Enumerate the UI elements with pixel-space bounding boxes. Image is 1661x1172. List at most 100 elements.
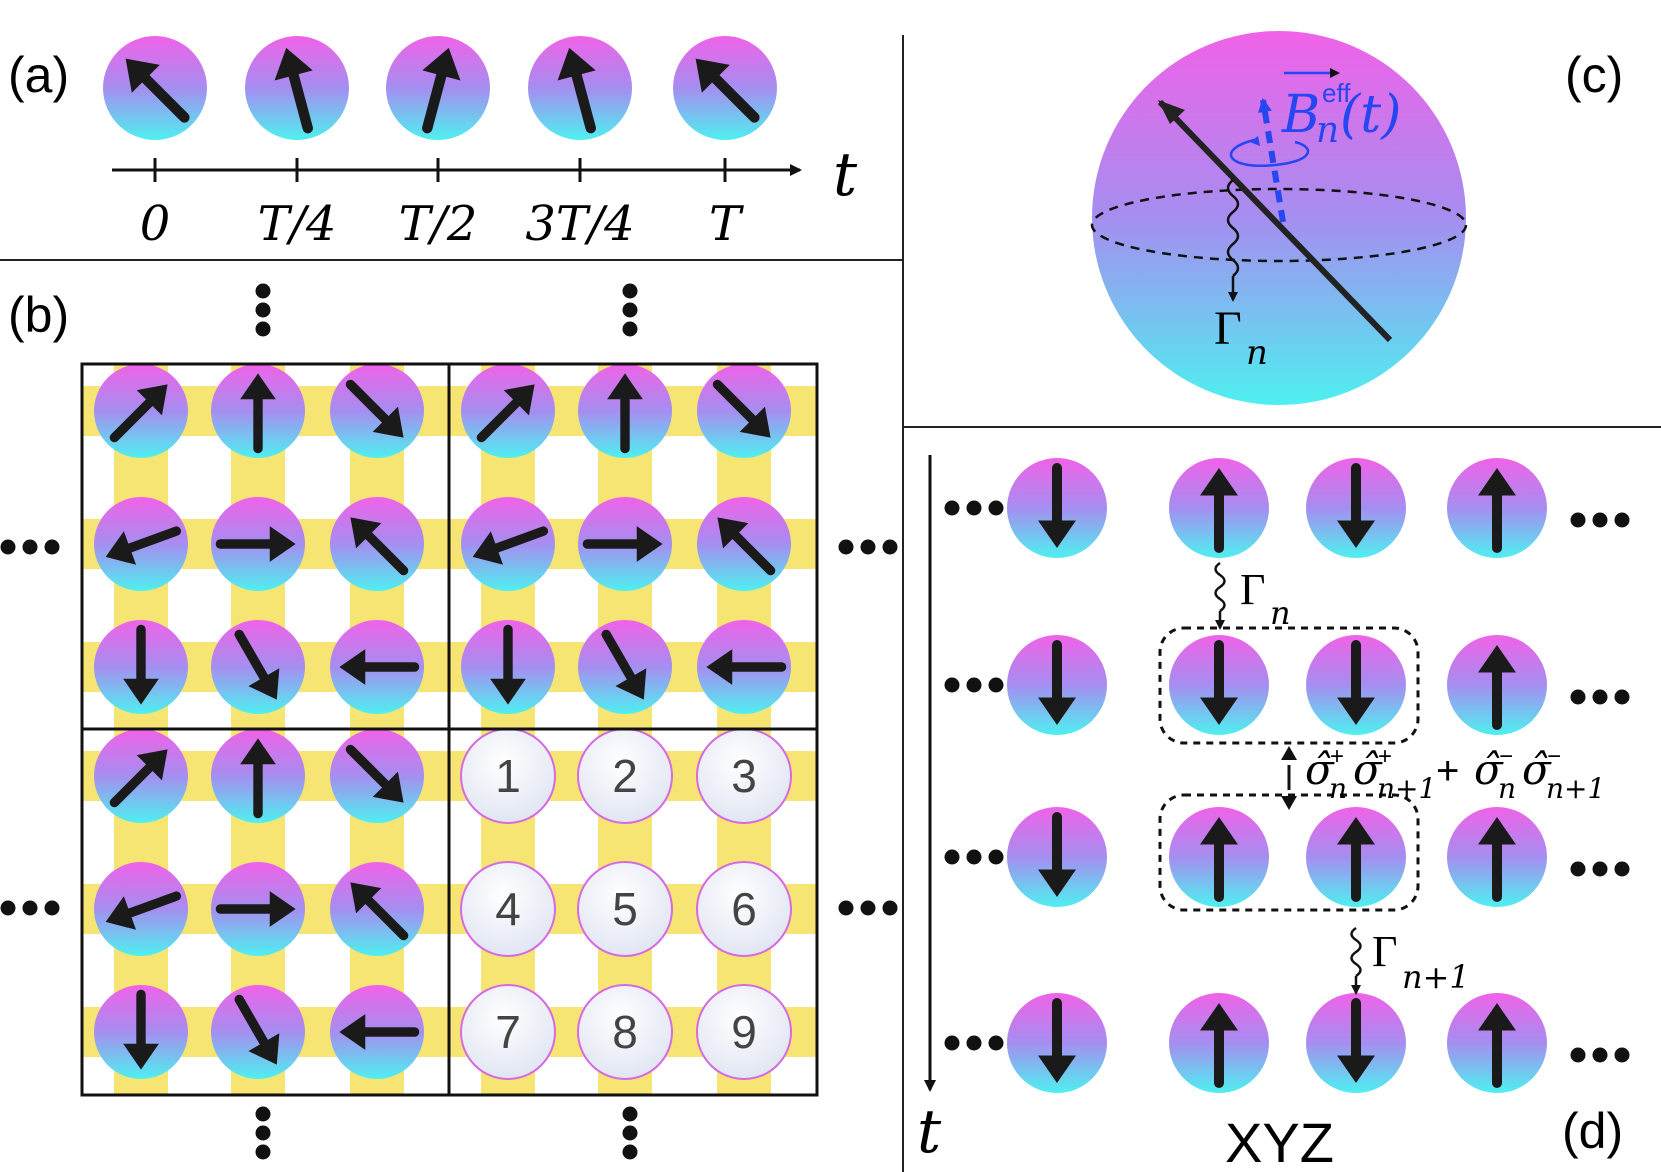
dot: [988, 677, 1004, 693]
site-sphere: [577, 861, 673, 957]
lattice-spin: [211, 364, 305, 458]
spin-arrow-head: [1337, 1055, 1375, 1083]
chain-spin-2-2: [1306, 807, 1406, 907]
dot: [838, 539, 854, 555]
chain-spin-1-1: [1169, 635, 1269, 735]
chain-spin-1-3: [1447, 635, 1547, 735]
lattice-spin: [697, 620, 791, 714]
lattice-spin: [330, 985, 424, 1079]
panel-d: t Γ n σ̂ + n σ̂ + n+1 + σ̂ − n σ̂ − n+1: [917, 455, 1630, 1172]
spin-arrow-shaft: [476, 397, 522, 443]
spin-arrow-shaft: [125, 891, 182, 918]
spin-arrow-head: [615, 668, 647, 700]
flip-pair-box-top: [1158, 626, 1420, 745]
dot: [1570, 1047, 1586, 1063]
dot: [622, 1106, 638, 1122]
spin-arrow-head: [105, 896, 137, 930]
spin-arrow-head: [503, 384, 535, 416]
decay-1-subscript: n: [1270, 594, 1291, 632]
panel-c: (c) B eff n (t) Γ n: [1090, 31, 1623, 405]
dot: [988, 1035, 1004, 1051]
chain-spin-2-3: [1447, 807, 1547, 907]
dot: [255, 283, 271, 299]
lattice-spin: [94, 620, 188, 714]
panel-a-spins: [103, 36, 777, 140]
spin-arrow-head: [472, 531, 504, 565]
time-axis-vertical-label: t: [917, 1097, 942, 1167]
spin-arrow-head: [372, 771, 404, 803]
dot: [944, 1035, 960, 1051]
spin-arrow-shaft: [234, 994, 269, 1047]
chain-spin-3-2: [1306, 993, 1406, 1093]
dot: [255, 1144, 271, 1160]
spin-arrow-head: [1478, 817, 1516, 845]
sigma-1-sup: +: [1330, 743, 1344, 770]
lattice-spin: [211, 862, 305, 956]
tick-label: T/2: [399, 196, 478, 252]
spin-arrow-head: [136, 384, 168, 416]
dots-left-top: [0, 539, 60, 555]
dot: [1592, 689, 1608, 705]
lattice-spin: [330, 862, 424, 956]
field-argument: (t): [1340, 85, 1401, 145]
spin-arrow-head: [636, 526, 663, 562]
site-sphere: [460, 861, 556, 957]
lattice-spin: [578, 364, 672, 458]
spin-arrow-head: [717, 517, 749, 549]
lattice-spin: [94, 729, 188, 823]
site-3: 3: [696, 728, 792, 824]
spin-vector: [1157, 99, 1393, 343]
dot: [255, 1106, 271, 1122]
panel-c-label: (c): [1565, 47, 1623, 103]
chain-spin-2-1: [1169, 807, 1269, 907]
chain-spin-0-0: [1007, 458, 1107, 558]
chain-spins: [1007, 458, 1547, 1093]
spin-arrow-head: [136, 749, 168, 781]
spin-arrow-head: [1478, 645, 1516, 673]
site-1: 1: [460, 728, 556, 824]
chain-dots-left: [944, 500, 1004, 516]
dot: [966, 849, 982, 865]
dot: [1614, 861, 1630, 877]
lattice-spin: [94, 364, 188, 458]
spin-arrow-head: [350, 517, 382, 549]
spin-arrow-head: [240, 373, 276, 400]
coupling-term: σ̂ + n σ̂ + n+1 + σ̂ − n σ̂ − n+1: [1305, 743, 1605, 805]
lattice-spin: [211, 620, 305, 714]
chain-spin-1-0: [1007, 635, 1107, 735]
spin-arrow-head: [1038, 1055, 1076, 1083]
sigma-2-sub: n+1: [1377, 772, 1436, 805]
spin-arrow-shaft: [288, 70, 313, 134]
dots-right-top: [838, 539, 898, 555]
panel-a: (a) 0 T/4 T/2 3T/4 T t: [8, 36, 858, 252]
chain-dots-left: [944, 677, 1004, 693]
sigma-2: σ̂: [1353, 745, 1383, 794]
panel-a-spin-4: [673, 36, 777, 140]
site-sphere: [696, 984, 792, 1080]
chain-spin-0-3: [1447, 458, 1547, 558]
time-axis-label: t: [833, 140, 858, 210]
spin-arrow-head: [557, 47, 596, 81]
chain-spin-0-1: [1169, 458, 1269, 558]
dot: [860, 900, 876, 916]
spin-arrow-head: [1337, 817, 1375, 845]
chain-spin-3-3: [1447, 993, 1547, 1093]
spin-arrow-head: [240, 738, 276, 765]
spin-arrow-head: [339, 1014, 366, 1050]
sigma-4-sup: −: [1547, 743, 1561, 770]
time-axis-ticks: 0 T/4 T/2 3T/4 T: [140, 158, 744, 252]
lattice-spins: 1 2 3 4 5 6 7 8 9: [94, 364, 792, 1080]
dot: [0, 900, 16, 916]
lattice-spin: [330, 364, 424, 458]
field-subscript: n: [1316, 110, 1339, 151]
dots-right-bottom: [838, 900, 898, 916]
site-7: 7: [460, 984, 556, 1080]
spin-arrow-shaft: [109, 397, 155, 443]
plus-sign: +: [1436, 749, 1459, 793]
dot: [988, 849, 1004, 865]
site-sphere: [577, 984, 673, 1080]
spin-arrow-head: [1337, 520, 1375, 548]
sigma-2-sup: +: [1378, 743, 1392, 770]
site-number: 9: [731, 1006, 757, 1058]
continuation-dots: [0, 283, 898, 1160]
